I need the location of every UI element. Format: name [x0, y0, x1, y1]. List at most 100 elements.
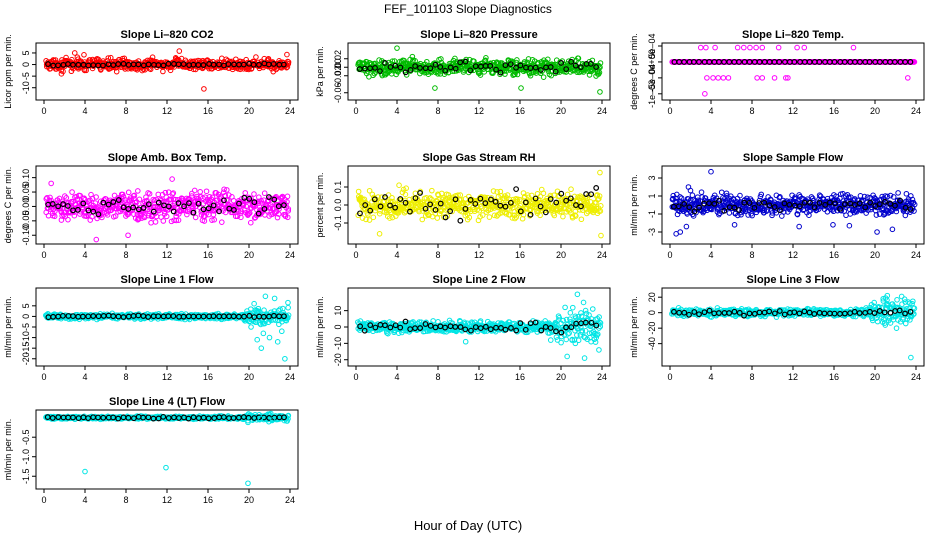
- panel-2-point: [403, 72, 410, 78]
- panel-7-x-tick-label: 12: [162, 372, 172, 382]
- panel-3-outlier-point: [702, 91, 708, 97]
- panel-7-outlier-point: [262, 293, 269, 300]
- panel-2-point: [544, 56, 551, 63]
- panel-8-y-axis-label: ml/min per min.: [315, 296, 325, 358]
- panel-5-point: [434, 215, 441, 221]
- panel-2-reference-point: [372, 64, 378, 71]
- panel-7-y-tick-label: 5: [21, 303, 31, 308]
- panel-4-point: [148, 219, 154, 226]
- panel-1-point: [243, 56, 249, 63]
- panel-5-point: [419, 216, 426, 223]
- panel-3-outlier-point: [747, 44, 753, 51]
- panel-4-point: [125, 189, 132, 196]
- panel-4-x-tick-label: 12: [162, 250, 172, 260]
- panel-5-x-tick-label: 8: [435, 250, 440, 260]
- panel-4-title: Slope Amb. Box Temp.: [108, 152, 227, 164]
- panel-2-reference-point: [507, 61, 514, 68]
- panel-4-x-tick-label: 8: [123, 250, 128, 260]
- panel-1-point: [253, 54, 259, 60]
- panel-6-outlier-point: [846, 222, 853, 229]
- panel-2-point: [477, 72, 484, 78]
- panel-8-y-tick-label: -20: [333, 353, 343, 366]
- panel-7-outlier-point: [260, 330, 267, 337]
- panel-5-x-tick-label: 4: [394, 250, 399, 260]
- panel-2-point: [483, 55, 489, 61]
- panel-3-outlier-point: [794, 44, 800, 51]
- panel-3-y-tick-label: 5e–04: [647, 33, 657, 58]
- panel-2-reference-point: [437, 64, 444, 70]
- panel-5-x-tick-label: 0: [353, 250, 358, 260]
- panel-6-outlier-point: [708, 168, 714, 175]
- panel-2-reference-point: [462, 58, 469, 65]
- panel-2-reference-point: [457, 59, 464, 66]
- panel-4-point: [192, 214, 199, 221]
- panel-6-x-tick-label: 8: [749, 250, 754, 260]
- panel-4: Slope Amb. Box Temp.degrees C per min.0 4…: [3, 152, 299, 260]
- panel-1-x-tick-label: 16: [203, 106, 213, 116]
- panel-8-x-tick-label: 16: [515, 372, 525, 382]
- panel-2-reference-point: [493, 66, 499, 73]
- panel-1-y-tick-label: -5: [21, 72, 31, 80]
- panel-1-reference-point: [120, 60, 127, 67]
- panel-5-point: [560, 213, 566, 220]
- panel-2-reference-point: [467, 67, 474, 74]
- panel-3-outlier-point: [775, 44, 782, 51]
- panel-5-point: [568, 186, 574, 193]
- panel-1-outlier-point: [81, 52, 87, 58]
- panel-7-points: [43, 293, 292, 362]
- panel-6-outlier-point: [889, 226, 896, 233]
- panel-2-reference-point: [563, 66, 570, 72]
- panel-3-y-tick-label: -5e–04: [647, 64, 657, 92]
- panel-3-points: [669, 44, 918, 97]
- panel-5-point: [429, 187, 435, 194]
- panel-3-outlier-point: [771, 75, 778, 81]
- panel-4-outlier-point: [169, 176, 175, 182]
- panel-1-x-tick-label: 0: [41, 106, 46, 116]
- panel-2-reference-point: [537, 67, 544, 73]
- panel-8-y-tick-label: 0: [333, 324, 343, 329]
- panel-6-point: [718, 189, 725, 196]
- panel-3-x-tick-label: 12: [788, 106, 798, 116]
- panel-4-points: [43, 176, 292, 243]
- panel-5-title: Slope Gas Stream RH: [422, 152, 535, 164]
- panel-5-outlier-point: [597, 169, 603, 176]
- panel-3-x-tick-label: 8: [749, 106, 754, 116]
- panel-6-outlier-point: [683, 223, 690, 230]
- panel-3-outlier-point: [725, 75, 732, 81]
- panel-7-outlier-point: [271, 295, 278, 302]
- panel-3-outlier-point: [703, 44, 709, 51]
- panel-2-x-tick-label: 24: [597, 106, 607, 116]
- panel-6-x-tick-label: 4: [708, 250, 713, 260]
- panel-3-outlier-point: [704, 75, 710, 81]
- panel-2-reference-point: [587, 60, 594, 67]
- panel-2-reference-point: [577, 64, 584, 71]
- panel-2-y-tick-label: 0.00: [333, 58, 343, 76]
- panel-2-outlier-point: [518, 85, 524, 91]
- panel-4-point: [152, 219, 159, 225]
- panel-6-outlier-point: [874, 229, 880, 235]
- panel-2-reference-point: [407, 67, 414, 73]
- panel-1-points: [43, 48, 292, 92]
- panel-2-reference-point: [558, 60, 565, 66]
- panel-2-reference-point: [412, 63, 419, 69]
- panel-1-reference-point: [115, 61, 122, 67]
- panel-2-x-tick-label: 0: [353, 106, 358, 116]
- panel-2-point: [535, 59, 541, 66]
- panel-1-point: [52, 57, 59, 63]
- panel-8-x-tick-label: 12: [474, 372, 484, 382]
- panel-6-outlier-point: [796, 223, 802, 230]
- panel-7-title: Slope Line 1 Flow: [121, 274, 214, 286]
- panel-4-point: [242, 190, 249, 196]
- panel-3-outlier-point: [715, 75, 721, 81]
- panel-7-y-tick-label: -5: [21, 323, 31, 331]
- panel-4-x-tick-label: 4: [82, 250, 87, 260]
- panel-6-points: [669, 168, 918, 237]
- panel-4-x-tick-label: 20: [244, 250, 254, 260]
- panel-3-y-tick-label: 0e+00: [647, 49, 657, 74]
- panel-4-x-tick-label: 16: [203, 250, 213, 260]
- panel-5-reference-point: [593, 185, 600, 191]
- panel-2-y-tick-label: 0.02: [333, 50, 343, 68]
